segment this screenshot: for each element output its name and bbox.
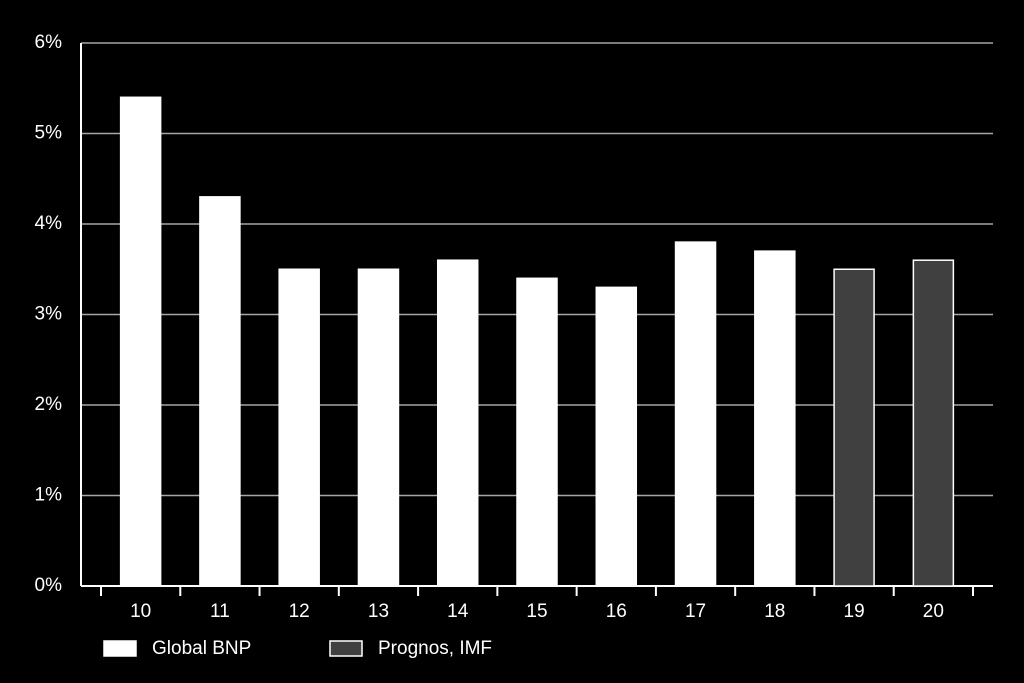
y-tick-label: 6% — [35, 32, 63, 53]
y-tick-label: 0% — [35, 575, 63, 596]
x-tick-label: 11 — [210, 601, 230, 622]
y-tick-label: 5% — [35, 123, 63, 144]
x-tick-label: 19 — [844, 601, 865, 622]
legend-label: Global BNP — [152, 638, 251, 659]
x-tick-label: 13 — [368, 601, 389, 622]
y-tick-label: 3% — [35, 304, 63, 325]
bar — [595, 286, 638, 587]
bar — [357, 268, 400, 587]
x-tick-label: 16 — [606, 601, 627, 622]
x-tick-label: 14 — [447, 601, 469, 622]
x-tick-label: 18 — [764, 601, 785, 622]
legend-swatch — [103, 640, 137, 657]
bar — [278, 268, 320, 587]
x-tick-label: 20 — [923, 601, 944, 622]
legend-swatch — [329, 640, 363, 657]
bar — [912, 259, 955, 587]
bar — [516, 277, 558, 587]
y-tick-label: 1% — [35, 485, 63, 506]
legend-label: Prognos, IMF — [378, 638, 492, 659]
bar — [119, 96, 162, 587]
bar — [833, 268, 875, 587]
x-tick-label: 12 — [289, 601, 310, 622]
x-tick-label: 10 — [130, 601, 151, 622]
bar — [436, 259, 479, 587]
y-tick-label: 2% — [35, 394, 63, 415]
x-tick-label: 17 — [685, 601, 706, 622]
bar — [674, 241, 717, 587]
bar — [754, 250, 796, 587]
x-tick-label: 15 — [526, 601, 547, 622]
y-tick-label: 4% — [35, 213, 63, 234]
bar — [199, 196, 241, 587]
